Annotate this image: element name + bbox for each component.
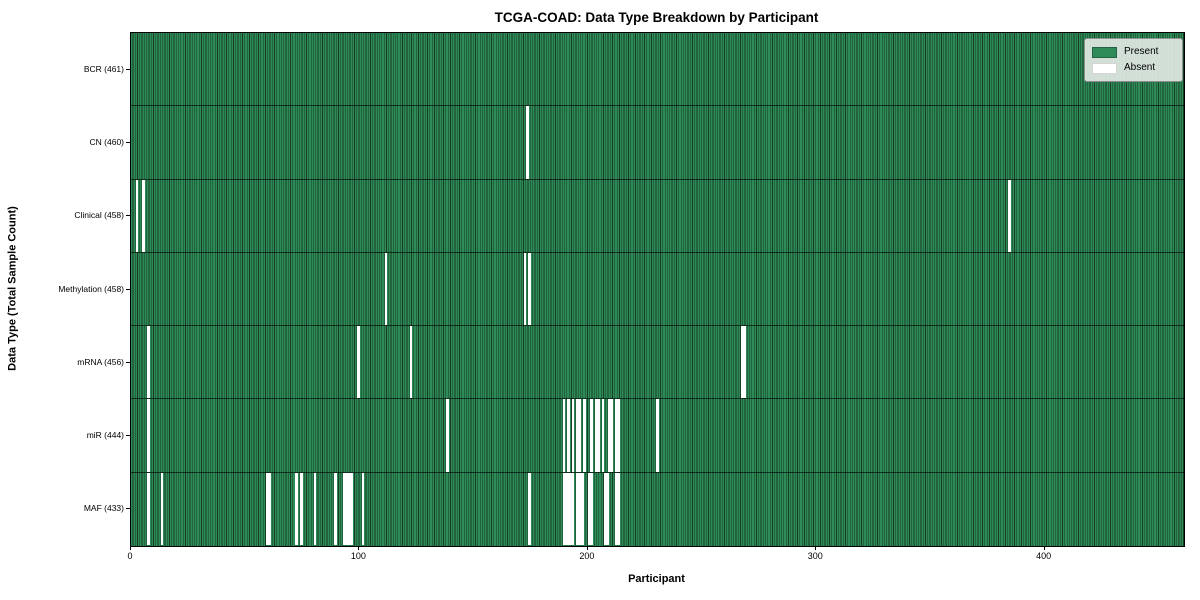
x-tick-mark xyxy=(358,546,360,550)
y-tick-label: MAF (433) xyxy=(83,503,124,514)
y-tick-label: BCR (461) xyxy=(83,63,124,74)
y-tick-label: Methylation (458) xyxy=(58,283,124,294)
heatmap-row-bcr xyxy=(131,33,1184,107)
absent-stripe xyxy=(583,399,586,472)
y-tick-mark xyxy=(126,141,130,143)
x-tick-label: 200 xyxy=(579,551,595,561)
y-tick-mark xyxy=(126,215,130,217)
heatmap-row-mir xyxy=(131,399,1184,473)
heatmap-row-cn xyxy=(131,106,1184,180)
absent-stripe xyxy=(576,399,582,472)
y-tick-mark xyxy=(126,435,130,437)
y-tick-label: miR (444) xyxy=(86,430,124,441)
legend-item-present: Present xyxy=(1092,44,1174,60)
absent-stripe xyxy=(142,179,145,252)
absent-stripe xyxy=(571,399,575,472)
heatmap-row-clinical xyxy=(131,179,1184,253)
legend-swatch-present-icon xyxy=(1092,46,1117,58)
y-tick-mark xyxy=(126,288,130,290)
heatmap-row-maf xyxy=(131,472,1184,546)
absent-stripe xyxy=(594,399,600,472)
y-tick-mark xyxy=(126,361,130,363)
y-tick-mark xyxy=(126,68,130,70)
legend-label-absent: Absent xyxy=(1124,62,1156,73)
heatmap-row-mrna xyxy=(131,326,1184,400)
absent-stripe xyxy=(265,472,271,545)
x-axis-label: Participant xyxy=(628,573,685,585)
absent-stripe xyxy=(135,179,139,252)
heatmap-row-methylation xyxy=(131,252,1184,327)
absent-stripe xyxy=(343,472,353,545)
legend-item-absent: Absent xyxy=(1092,60,1174,76)
absent-stripe xyxy=(384,252,388,326)
absent-stripe xyxy=(146,326,150,399)
x-tick-label: 100 xyxy=(350,551,366,561)
absent-stripe xyxy=(526,106,529,179)
absent-stripe xyxy=(313,472,317,545)
absent-stripe xyxy=(656,399,659,472)
absent-stripe xyxy=(357,326,360,399)
chart-title: TCGA-COAD: Data Type Breakdown by Partic… xyxy=(494,10,819,25)
plot-area xyxy=(130,32,1185,547)
x-tick-mark xyxy=(130,546,131,550)
absent-stripe xyxy=(334,472,337,545)
legend-label-present: Present xyxy=(1124,46,1159,57)
absent-stripe xyxy=(601,399,605,472)
y-tick-label: Clinical (458) xyxy=(74,210,124,221)
absent-stripe xyxy=(576,472,584,545)
absent-stripe xyxy=(160,472,164,545)
absent-stripe xyxy=(615,399,621,472)
absent-stripe xyxy=(528,472,532,545)
absent-stripe xyxy=(146,472,150,545)
absent-stripe xyxy=(361,472,365,545)
x-tick-mark xyxy=(1043,546,1045,550)
legend-swatch-absent-icon xyxy=(1092,62,1117,74)
absent-stripe xyxy=(590,399,593,472)
x-tick-label: 400 xyxy=(1036,551,1052,561)
absent-stripe xyxy=(295,472,299,545)
absent-stripe xyxy=(300,472,303,545)
absent-stripe xyxy=(409,326,413,399)
absent-stripe xyxy=(523,252,527,326)
y-tick-label: mRNA (456) xyxy=(77,356,124,367)
x-tick-label: 300 xyxy=(807,551,823,561)
x-tick-mark xyxy=(815,546,817,550)
absent-stripe xyxy=(567,399,570,472)
absent-stripe xyxy=(562,472,575,545)
absent-stripe xyxy=(146,399,150,472)
absent-stripe xyxy=(1008,179,1011,252)
legend: Present Absent xyxy=(1084,38,1183,82)
absent-stripe xyxy=(446,399,449,472)
x-tick-label: 0 xyxy=(127,551,133,561)
x-tick-mark xyxy=(586,546,588,550)
absent-stripe xyxy=(740,326,746,399)
y-tick-mark xyxy=(126,508,130,510)
absent-stripe xyxy=(615,472,621,545)
absent-stripe xyxy=(587,472,593,545)
absent-stripe xyxy=(528,252,532,326)
absent-stripe xyxy=(608,399,614,472)
absent-stripe xyxy=(562,399,566,472)
absent-stripe xyxy=(603,472,609,545)
y-tick-label: CN (460) xyxy=(89,136,124,147)
